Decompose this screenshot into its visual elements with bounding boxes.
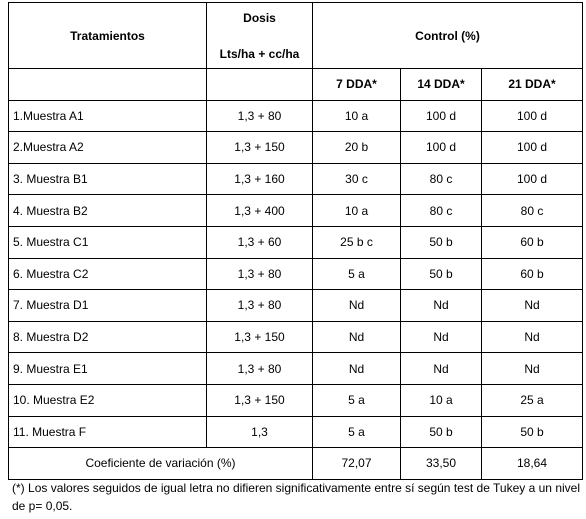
empty-subheader-cell — [206, 68, 313, 101]
dose-value: 1,3 + 80 — [206, 352, 313, 385]
control-7dda: 10 a — [312, 194, 401, 227]
treatment-name: 1.Muestra A1 — [8, 99, 207, 133]
results-table: Tratamientos Dosis Lts/ha + cc/ha Contro… — [8, 2, 584, 480]
control-7dda: 20 b — [312, 131, 401, 164]
treatment-name: 6. Muestra C2 — [8, 257, 207, 291]
control-14dda: 80 c — [400, 194, 482, 227]
table-row: 6. Muestra C2 1,3 + 80 5 a 50 b 60 b — [8, 257, 584, 291]
data-rows: 1.Muestra A1 1,3 + 80 10 a 100 d 100 d 2.Mues… — [8, 99, 584, 449]
dose-header: Dosis Lts/ha + cc/ha — [206, 2, 313, 69]
control-21dda: Nd — [480, 320, 584, 354]
table-row: 11. Muestra F 1,3 5 a 50 b 50 b — [8, 415, 584, 449]
dda14-header: 14 DDA* — [400, 68, 482, 101]
control-14dda: Nd — [400, 320, 482, 354]
treatment-name: 11. Muestra F — [8, 415, 207, 449]
table-row: 3. Muestra B1 1,3 + 160 30 c 80 c 100 d — [8, 162, 584, 196]
control-14dda: 100 d — [400, 99, 482, 133]
dda7-header: 7 DDA* — [312, 68, 401, 101]
dose-header-line1: Dosis — [243, 10, 276, 25]
cv-value-7: 72,07 — [312, 447, 401, 480]
dda21-header: 21 DDA* — [480, 68, 584, 101]
footnote: (*) Los valores seguidos de igual letra … — [12, 481, 580, 513]
table-subheader-row: 7 DDA* 14 DDA* 21 DDA* — [8, 68, 584, 101]
dose-value: 1,3 + 150 — [206, 320, 313, 354]
control-header: Control (%) — [311, 2, 584, 69]
table-row: 5. Muestra C1 1,3 + 60 25 b c 50 b 60 b — [8, 225, 584, 259]
table-row: 1.Muestra A1 1,3 + 80 10 a 100 d 100 d — [8, 99, 584, 133]
control-7dda: 5 a — [312, 383, 401, 417]
table-row: 8. Muestra D2 1,3 + 150 Nd Nd Nd — [8, 320, 584, 354]
control-21dda: 100 d — [480, 131, 584, 164]
dose-value: 1,3 + 80 — [206, 289, 313, 322]
empty-subheader-cell — [8, 68, 207, 101]
treatment-name: 10. Muestra E2 — [8, 383, 207, 417]
control-7dda: Nd — [312, 320, 401, 354]
table-header-row: Tratamientos Dosis Lts/ha + cc/ha Contro… — [8, 2, 584, 69]
control-21dda: 25 a — [480, 383, 584, 417]
control-7dda: 25 b c — [312, 225, 401, 259]
control-14dda: 50 b — [400, 415, 482, 449]
cv-value-21: 18,64 — [480, 447, 584, 480]
control-14dda: 80 c — [400, 162, 482, 196]
control-14dda: 100 d — [400, 131, 482, 164]
control-14dda: 10 a — [400, 383, 482, 417]
dose-value: 1,3 + 150 — [206, 383, 313, 417]
control-14dda: 50 b — [400, 225, 482, 259]
dose-value: 1,3 + 80 — [206, 257, 313, 291]
treatment-name: 8. Muestra D2 — [8, 320, 207, 354]
table-row: 10. Muestra E2 1,3 + 150 5 a 10 a 25 a — [8, 383, 584, 417]
dose-value: 1,3 + 160 — [206, 162, 313, 196]
control-7dda: 10 a — [312, 99, 401, 133]
control-14dda: Nd — [400, 289, 482, 322]
table-row: 9. Muestra E1 1,3 + 80 Nd Nd Nd — [8, 352, 584, 385]
dose-value: 1,3 — [206, 415, 313, 449]
treatment-name: 3. Muestra B1 — [8, 162, 207, 196]
control-7dda: 5 a — [312, 257, 401, 291]
dose-value: 1,3 + 150 — [206, 131, 313, 164]
cv-value-14: 33,50 — [400, 447, 482, 480]
control-21dda: 50 b — [480, 415, 584, 449]
treatment-name: 5. Muestra C1 — [8, 225, 207, 259]
control-7dda: 5 a — [312, 415, 401, 449]
dose-value: 1,3 + 400 — [206, 194, 313, 227]
control-7dda: Nd — [312, 289, 401, 322]
treatment-name: 9. Muestra E1 — [8, 352, 207, 385]
control-7dda: 30 c — [312, 162, 401, 196]
treatments-header: Tratamientos — [8, 2, 207, 69]
control-14dda: Nd — [400, 352, 482, 385]
control-21dda: 80 c — [480, 194, 584, 227]
table-row: 7. Muestra D1 1,3 + 80 Nd Nd Nd — [8, 289, 584, 322]
control-21dda: 100 d — [480, 99, 584, 133]
treatment-name: 4. Muestra B2 — [8, 194, 207, 227]
control-21dda: 60 b — [480, 225, 584, 259]
treatment-name: 7. Muestra D1 — [8, 289, 207, 322]
treatment-name: 2.Muestra A2 — [8, 131, 207, 164]
control-7dda: Nd — [312, 352, 401, 385]
table-row: 2.Muestra A2 1,3 + 150 20 b 100 d 100 d — [8, 131, 584, 164]
control-21dda: 100 d — [480, 162, 584, 196]
table-row: 4. Muestra B2 1,3 + 400 10 a 80 c 80 c — [8, 194, 584, 227]
dose-value: 1,3 + 60 — [206, 225, 313, 259]
control-21dda: 60 b — [480, 257, 584, 291]
cv-label: Coeficiente de variación (%) — [8, 447, 313, 480]
control-21dda: Nd — [480, 289, 584, 322]
control-14dda: 50 b — [400, 257, 482, 291]
dose-value: 1,3 + 80 — [206, 99, 313, 133]
control-21dda: Nd — [480, 352, 584, 385]
dose-header-line2: Lts/ha + cc/ha — [219, 46, 300, 61]
cv-row: Coeficiente de variación (%) 72,07 33,50… — [8, 447, 584, 480]
